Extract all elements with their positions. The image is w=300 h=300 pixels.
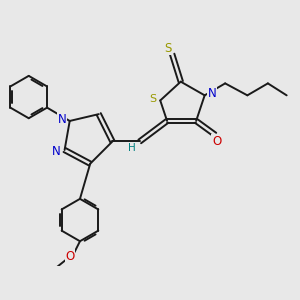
Text: O: O (65, 250, 74, 263)
Text: N: N (208, 87, 217, 100)
Text: N: N (52, 145, 60, 158)
Text: S: S (164, 42, 172, 55)
Text: O: O (212, 135, 221, 148)
Text: H: H (128, 142, 136, 153)
Text: S: S (149, 94, 156, 104)
Text: N: N (58, 113, 67, 126)
